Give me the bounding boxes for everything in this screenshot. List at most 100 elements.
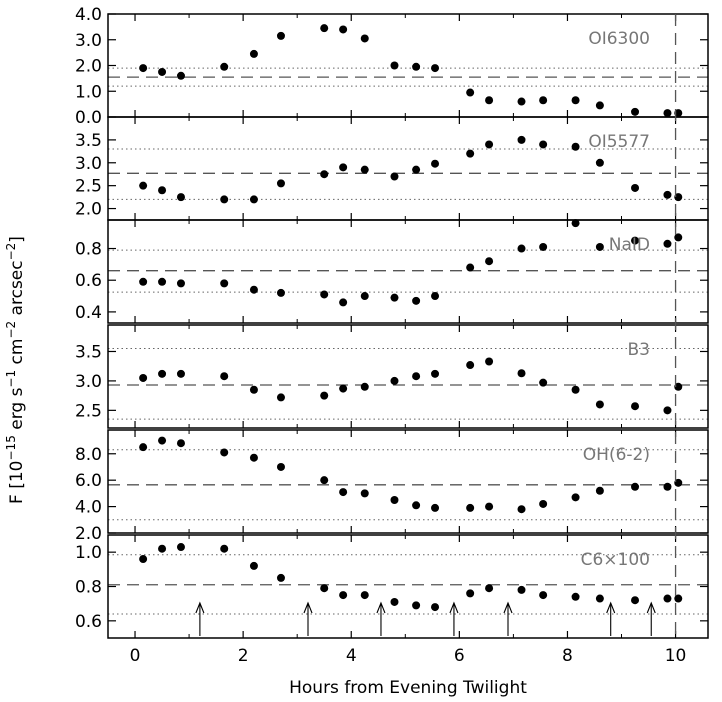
x-tick-label: 6 — [454, 646, 465, 666]
data-point — [595, 594, 604, 603]
y-axis-title: F [10−15 erg s−1 cm−2 arcsec−2] — [4, 236, 27, 504]
y-axis-title-exponent: −2 — [4, 321, 18, 339]
data-point — [663, 109, 672, 118]
y-tick-label: 6.0 — [75, 471, 102, 491]
data-point — [571, 493, 580, 502]
data-point — [339, 298, 348, 307]
data-point — [390, 495, 399, 504]
y-axis-title-part: F [10 — [7, 461, 27, 504]
y-axis-title-exponent: −15 — [4, 435, 18, 460]
data-point — [595, 486, 604, 495]
data-point — [674, 233, 683, 242]
data-point — [663, 239, 672, 248]
x-tick-label: 4 — [346, 646, 357, 666]
data-point — [485, 502, 494, 511]
data-point — [339, 25, 348, 34]
x-tick-label: 10 — [665, 646, 687, 666]
data-point — [539, 242, 548, 251]
data-point — [539, 96, 548, 105]
y-tick-label: 3.5 — [75, 131, 102, 151]
data-point — [276, 462, 285, 471]
data-point — [176, 193, 185, 202]
data-point — [390, 597, 399, 606]
data-point — [466, 149, 475, 158]
data-point — [412, 62, 421, 71]
data-point — [412, 372, 421, 381]
data-point — [320, 24, 329, 33]
data-point — [466, 589, 475, 598]
data-point — [249, 561, 258, 570]
event-arrow-head — [303, 601, 313, 614]
data-point — [158, 186, 167, 195]
data-point — [539, 378, 548, 387]
data-point — [517, 97, 526, 106]
data-point — [431, 369, 440, 378]
y-tick-label: 4.0 — [75, 5, 102, 25]
data-point — [176, 439, 185, 448]
y-tick-label: 2.5 — [75, 401, 102, 421]
data-point — [320, 170, 329, 179]
panel-label: OI6300 — [588, 29, 650, 49]
x-tick-label: 0 — [130, 646, 141, 666]
data-point — [220, 448, 229, 457]
data-point — [539, 140, 548, 149]
data-point — [339, 488, 348, 497]
data-point — [431, 64, 440, 73]
panel-frame — [107, 219, 709, 324]
panel: 2.5 3.0 3.5 B3 — [75, 324, 709, 429]
data-point — [158, 369, 167, 378]
y-tick-label: 2.0 — [75, 57, 102, 77]
data-point — [320, 391, 329, 400]
y-tick-label: 4.0 — [75, 498, 102, 518]
data-point — [249, 49, 258, 58]
data-point — [663, 594, 672, 603]
data-point — [139, 277, 148, 286]
data-point — [485, 96, 494, 105]
data-point — [249, 195, 258, 204]
data-point — [674, 109, 683, 118]
data-point — [276, 179, 285, 188]
y-axis-title-exponent: −2 — [4, 243, 18, 261]
data-point — [390, 172, 399, 181]
event-arrow-head — [606, 601, 616, 614]
data-point — [360, 34, 369, 43]
data-point — [176, 543, 185, 552]
data-point — [220, 195, 229, 204]
data-point — [466, 503, 475, 512]
x-axis: 0 2 4 6 8 10 — [130, 646, 687, 666]
data-point — [139, 555, 148, 564]
data-point — [595, 400, 604, 409]
data-point — [139, 373, 148, 382]
data-point — [276, 288, 285, 297]
data-point — [220, 279, 229, 288]
data-point — [339, 384, 348, 393]
data-point — [176, 369, 185, 378]
panel-label: B3 — [628, 340, 650, 360]
data-point — [176, 279, 185, 288]
data-point — [390, 376, 399, 385]
panel-frame — [107, 534, 709, 639]
data-point — [466, 263, 475, 272]
panel: 0.0 1.0 2.0 3.0 4.0 OI6300 — [75, 5, 709, 128]
y-tick-label: 3.5 — [75, 342, 102, 362]
data-point — [631, 236, 640, 245]
y-tick-label: 0.6 — [75, 612, 102, 632]
data-point — [360, 292, 369, 301]
data-point — [631, 183, 640, 192]
data-point — [485, 584, 494, 593]
y-tick-label: 3.0 — [75, 31, 102, 51]
data-point — [663, 482, 672, 491]
data-point — [539, 591, 548, 600]
y-axis-title-part: ] — [7, 236, 27, 243]
data-point — [571, 385, 580, 394]
data-point — [485, 257, 494, 266]
event-arrow-head — [195, 601, 205, 614]
data-point — [360, 382, 369, 391]
data-point — [571, 219, 580, 228]
data-point — [674, 594, 683, 603]
data-point — [571, 96, 580, 105]
data-point — [158, 67, 167, 76]
data-point — [517, 585, 526, 594]
